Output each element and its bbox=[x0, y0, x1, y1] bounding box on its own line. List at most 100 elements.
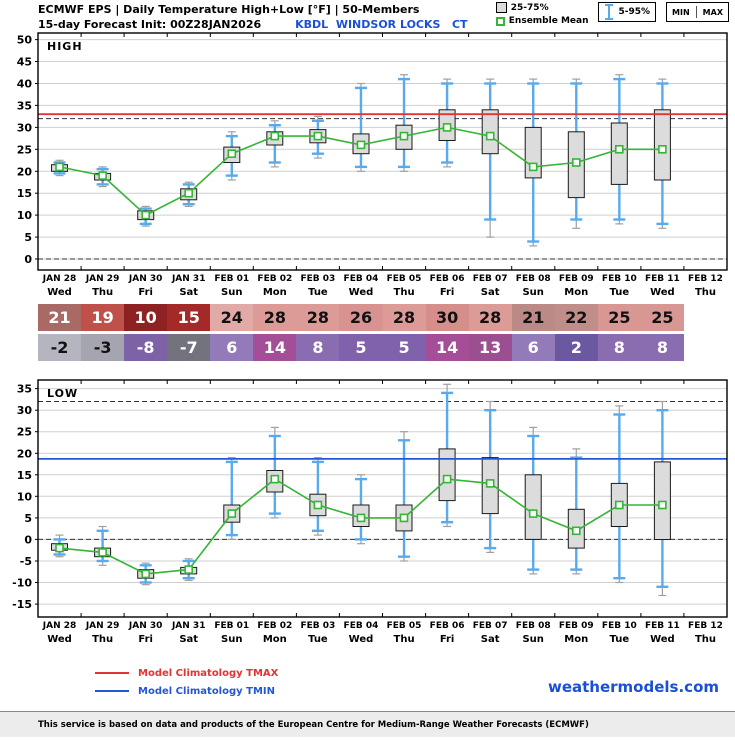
day-label: Thu bbox=[393, 634, 415, 645]
climatology-legend: Model Climatology TMAX Model Climatology… bbox=[95, 664, 278, 700]
temp-value-cell: 8 bbox=[640, 334, 684, 361]
ensemble-mean-markers bbox=[55, 123, 667, 220]
temperature-summary-table: 21 19 10 15 24 28 28 26 28 30 28 21 22 25 25 -2 -3 -8 -7 6 1… bbox=[38, 304, 727, 364]
days-row: Wed Thu Fri Sat Sun Mon Tue Wed Thu Fri Sat Sun Mon T… bbox=[38, 286, 727, 300]
temp-value-cell: 6 bbox=[511, 334, 555, 361]
minmax-divider-icon bbox=[695, 6, 697, 18]
day-label: Fri bbox=[138, 287, 153, 298]
day-label: Sat bbox=[179, 634, 199, 645]
tmin-legend-item: Model Climatology TMIN bbox=[95, 682, 278, 700]
temp-value-cell: 26 bbox=[339, 304, 383, 331]
day-label: Mon bbox=[262, 634, 287, 645]
legend-column: 25-75% Ensemble Mean bbox=[495, 2, 589, 26]
high-chart-svg: 0 5 10 15 20 25 30 35 40 45 50 HIGH bbox=[17, 32, 728, 271]
temp-value-cell: 14 bbox=[425, 334, 469, 361]
day-label: Thu bbox=[92, 287, 114, 298]
svg-text:10: 10 bbox=[17, 209, 33, 222]
date-label: FEB 06 bbox=[429, 621, 465, 631]
temp-value-cell: 21 bbox=[511, 304, 555, 331]
svg-text:50: 50 bbox=[17, 34, 33, 47]
date-label: JAN 28 bbox=[42, 274, 77, 284]
date-label: JAN 31 bbox=[171, 621, 206, 631]
low-temperature-chart: -15 -10 -5 0 5 10 15 20 25 30 35 LOW bbox=[0, 372, 735, 626]
header-titles: ECMWF EPS | Daily Temperature High+Low [… bbox=[38, 3, 468, 31]
day-label: Tue bbox=[609, 287, 630, 298]
chart-panel-title: LOW bbox=[47, 387, 78, 400]
date-label: FEB 10 bbox=[601, 621, 637, 631]
day-label: Fri bbox=[439, 634, 455, 645]
svg-text:5: 5 bbox=[24, 512, 32, 525]
date-label: FEB 11 bbox=[644, 621, 680, 631]
temp-value-cell: 8 bbox=[597, 334, 641, 361]
temp-empty-cell bbox=[684, 304, 727, 331]
temp-value-cell: 14 bbox=[253, 334, 297, 361]
temp-value-cell: 6 bbox=[210, 334, 254, 361]
day-label: Thu bbox=[694, 634, 716, 645]
day-label: Fri bbox=[138, 634, 153, 645]
day-label: Wed bbox=[348, 287, 374, 298]
tmax-line-icon bbox=[95, 672, 129, 674]
temp-value-cell: 21 bbox=[38, 304, 82, 331]
date-label: FEB 01 bbox=[214, 621, 250, 631]
temp-value-cell: 2 bbox=[554, 334, 598, 361]
chart-panel-title: HIGH bbox=[47, 40, 83, 53]
svg-text:45: 45 bbox=[17, 56, 32, 69]
day-label: Mon bbox=[262, 287, 287, 298]
high-temp-row: 21 19 10 15 24 28 28 26 28 30 28 21 22 25 25 bbox=[38, 304, 727, 331]
date-label: FEB 08 bbox=[515, 621, 551, 631]
date-label: FEB 02 bbox=[257, 274, 293, 284]
tmax-legend-label: Model Climatology TMAX bbox=[138, 667, 279, 679]
day-label: Wed bbox=[650, 634, 675, 645]
day-label: Sun bbox=[522, 287, 544, 298]
site-link[interactable]: weathermodels.com bbox=[547, 678, 719, 696]
temp-value-cell: 5 bbox=[382, 334, 426, 361]
day-label: Wed bbox=[650, 287, 675, 298]
temp-value-cell: 24 bbox=[210, 304, 254, 331]
station-label: KBDL WINDSOR LOCKS CT bbox=[295, 18, 468, 31]
temp-value-cell: 28 bbox=[468, 304, 512, 331]
y-axis-labels: -15 -10 -5 0 5 10 15 20 25 30 35 bbox=[12, 383, 38, 611]
temp-value-cell: 25 bbox=[640, 304, 684, 331]
date-label: JAN 28 bbox=[42, 621, 77, 631]
svg-text:15: 15 bbox=[17, 469, 32, 482]
date-label: FEB 11 bbox=[644, 274, 680, 284]
svg-text:40: 40 bbox=[17, 78, 33, 91]
svg-text:35: 35 bbox=[17, 99, 32, 112]
day-label: Fri bbox=[439, 287, 455, 298]
date-label: FEB 09 bbox=[558, 621, 594, 631]
date-label: FEB 05 bbox=[386, 274, 422, 284]
tmin-legend-label: Model Climatology TMIN bbox=[138, 685, 276, 697]
date-label: FEB 03 bbox=[300, 621, 336, 631]
day-label: Thu bbox=[393, 287, 415, 298]
date-label: JAN 30 bbox=[128, 621, 163, 631]
dates-row: JAN 28 JAN 29 JAN 30 JAN 31 FEB 01 FEB 02 FEB … bbox=[38, 272, 727, 286]
chart-subtitle: 15-day Forecast Init: 00Z28JAN2026 KBDL W… bbox=[38, 18, 468, 31]
low-chart-axis-labels: JAN 28 JAN 29 JAN 30 JAN 31 FEB 01 FEB 02 FEB … bbox=[38, 619, 727, 647]
day-label: Wed bbox=[47, 287, 72, 298]
temp-value-cell: -8 bbox=[124, 334, 168, 361]
temp-value-cell: 13 bbox=[468, 334, 512, 361]
chart-legend: 25-75% Ensemble Mean 5-95% MIN MAX bbox=[495, 2, 729, 26]
days-row: Wed Thu Fri Sat Sun Mon Tue Wed Thu Fri Sat Sun Mon T… bbox=[38, 633, 727, 647]
disclaimer-text: This service is based on data and produc… bbox=[38, 719, 589, 730]
mean-legend-label: Ensemble Mean bbox=[508, 16, 589, 26]
day-label: Sun bbox=[522, 634, 544, 645]
chart-title: ECMWF EPS | Daily Temperature High+Low [… bbox=[38, 3, 420, 16]
svg-text:0: 0 bbox=[24, 533, 32, 546]
temp-value-cell: 28 bbox=[296, 304, 340, 331]
dates-row: JAN 28 JAN 29 JAN 30 JAN 31 FEB 01 FEB 02 FEB … bbox=[38, 619, 727, 633]
y-axis-labels: 0 5 10 15 20 25 30 35 40 45 50 bbox=[17, 34, 38, 266]
date-label: FEB 08 bbox=[515, 274, 551, 284]
svg-text:25: 25 bbox=[17, 143, 32, 156]
max-legend-label: MAX bbox=[702, 7, 723, 17]
svg-text:25: 25 bbox=[17, 426, 32, 439]
svg-text:10: 10 bbox=[17, 490, 33, 503]
temp-empty-cell bbox=[684, 334, 727, 361]
boxplots bbox=[51, 383, 671, 597]
day-label: Tue bbox=[308, 287, 328, 298]
day-label: Sat bbox=[480, 634, 500, 645]
min-legend-label: MIN bbox=[672, 7, 690, 17]
svg-text:30: 30 bbox=[17, 404, 33, 417]
day-label: Sun bbox=[221, 634, 243, 645]
